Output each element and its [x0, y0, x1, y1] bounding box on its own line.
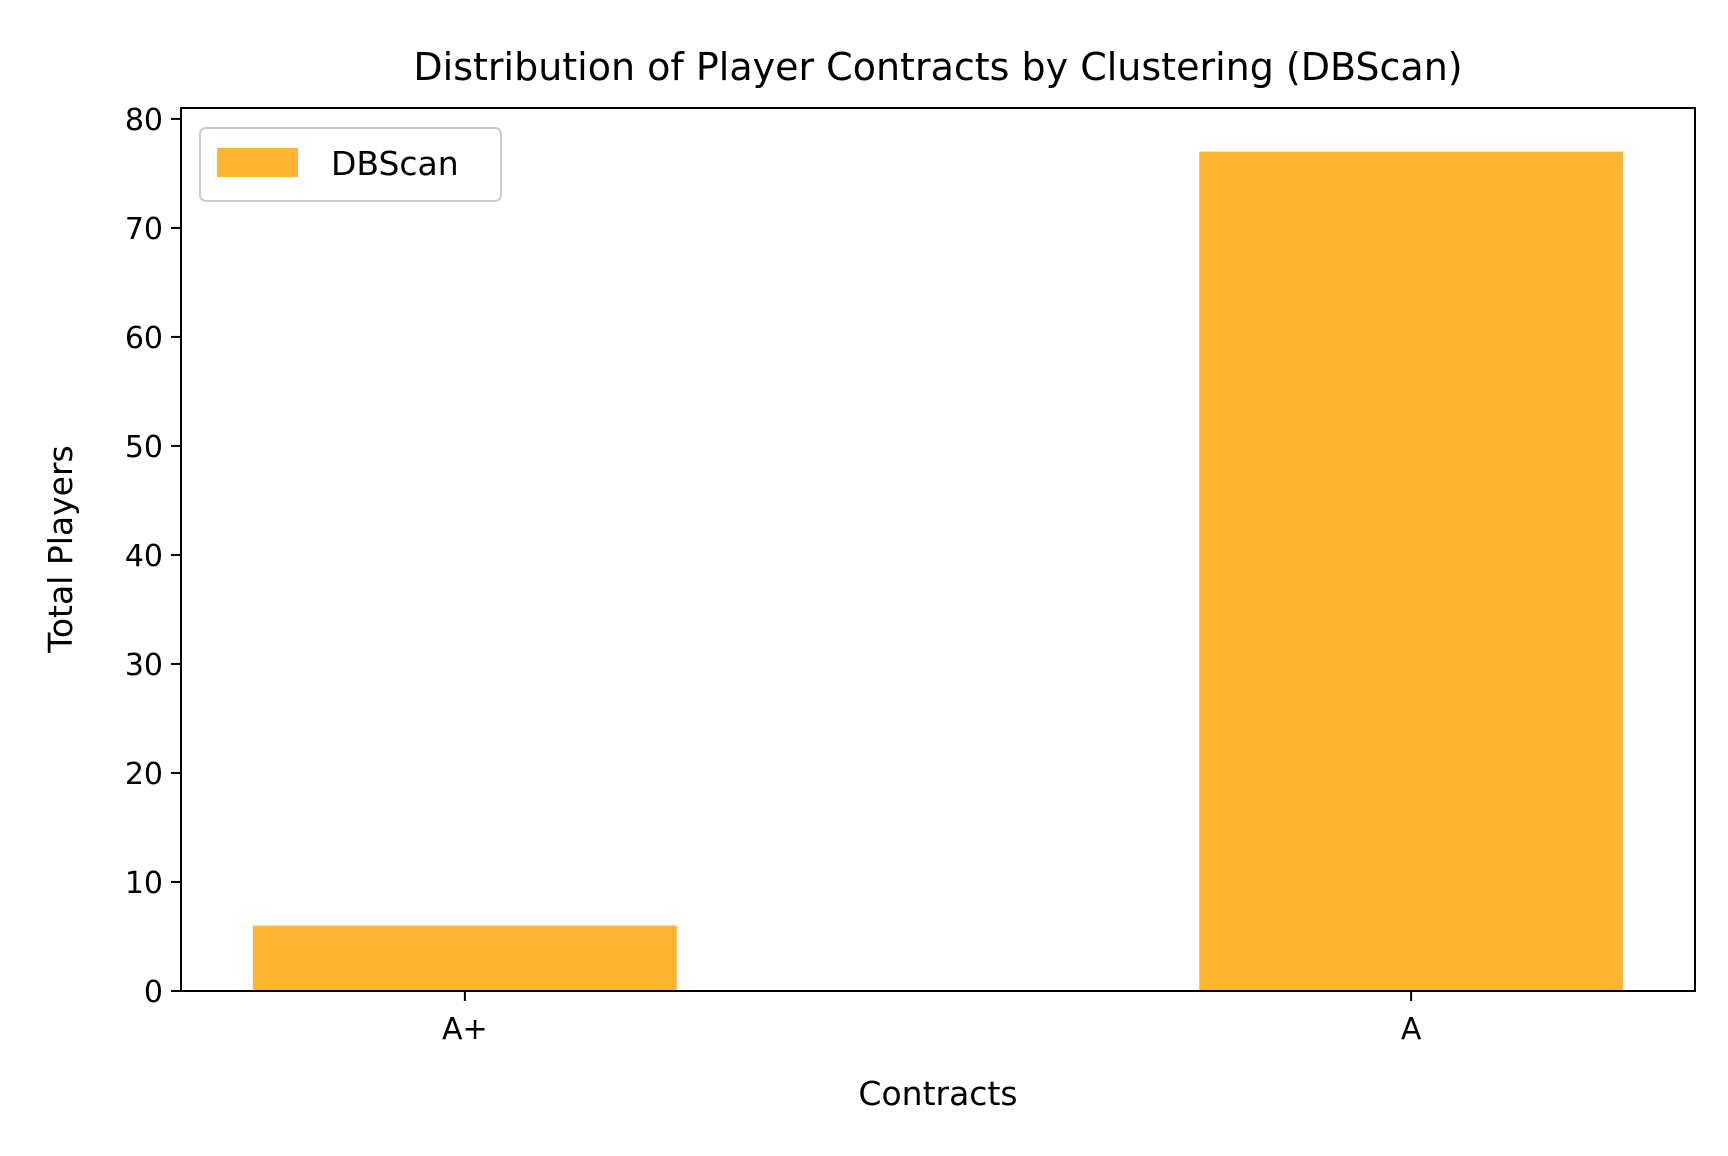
legend-box — [199, 127, 502, 202]
plot-frame — [180, 107, 1696, 992]
legend-swatch-dbscan — [217, 148, 298, 177]
x-tick-label: A — [1401, 1012, 1422, 1047]
y-tick-label: 70 — [125, 212, 163, 247]
x-tick-label: A+ — [442, 1012, 488, 1047]
y-tick-label: 40 — [125, 539, 163, 574]
y-axis-label: Total Players — [41, 445, 80, 653]
y-tick-label: 80 — [125, 103, 163, 138]
y-tick-label: 20 — [125, 757, 163, 792]
y-tick-label: 10 — [125, 866, 163, 901]
plot-area: 0 10 20 30 40 50 60 70 80 A+ A DBScan — [125, 103, 1696, 1047]
y-tick-label: 30 — [125, 648, 163, 683]
legend-label-dbscan: DBScan — [331, 144, 459, 183]
x-axis-label: Contracts — [858, 1074, 1017, 1113]
y-tick-label: 50 — [125, 430, 163, 465]
y-tick-label: 60 — [125, 321, 163, 356]
bar-a — [1199, 151, 1624, 992]
bar-a-plus — [252, 925, 677, 991]
y-tick-label: 0 — [144, 975, 163, 1010]
chart-title: Distribution of Player Contracts by Clus… — [413, 45, 1462, 89]
